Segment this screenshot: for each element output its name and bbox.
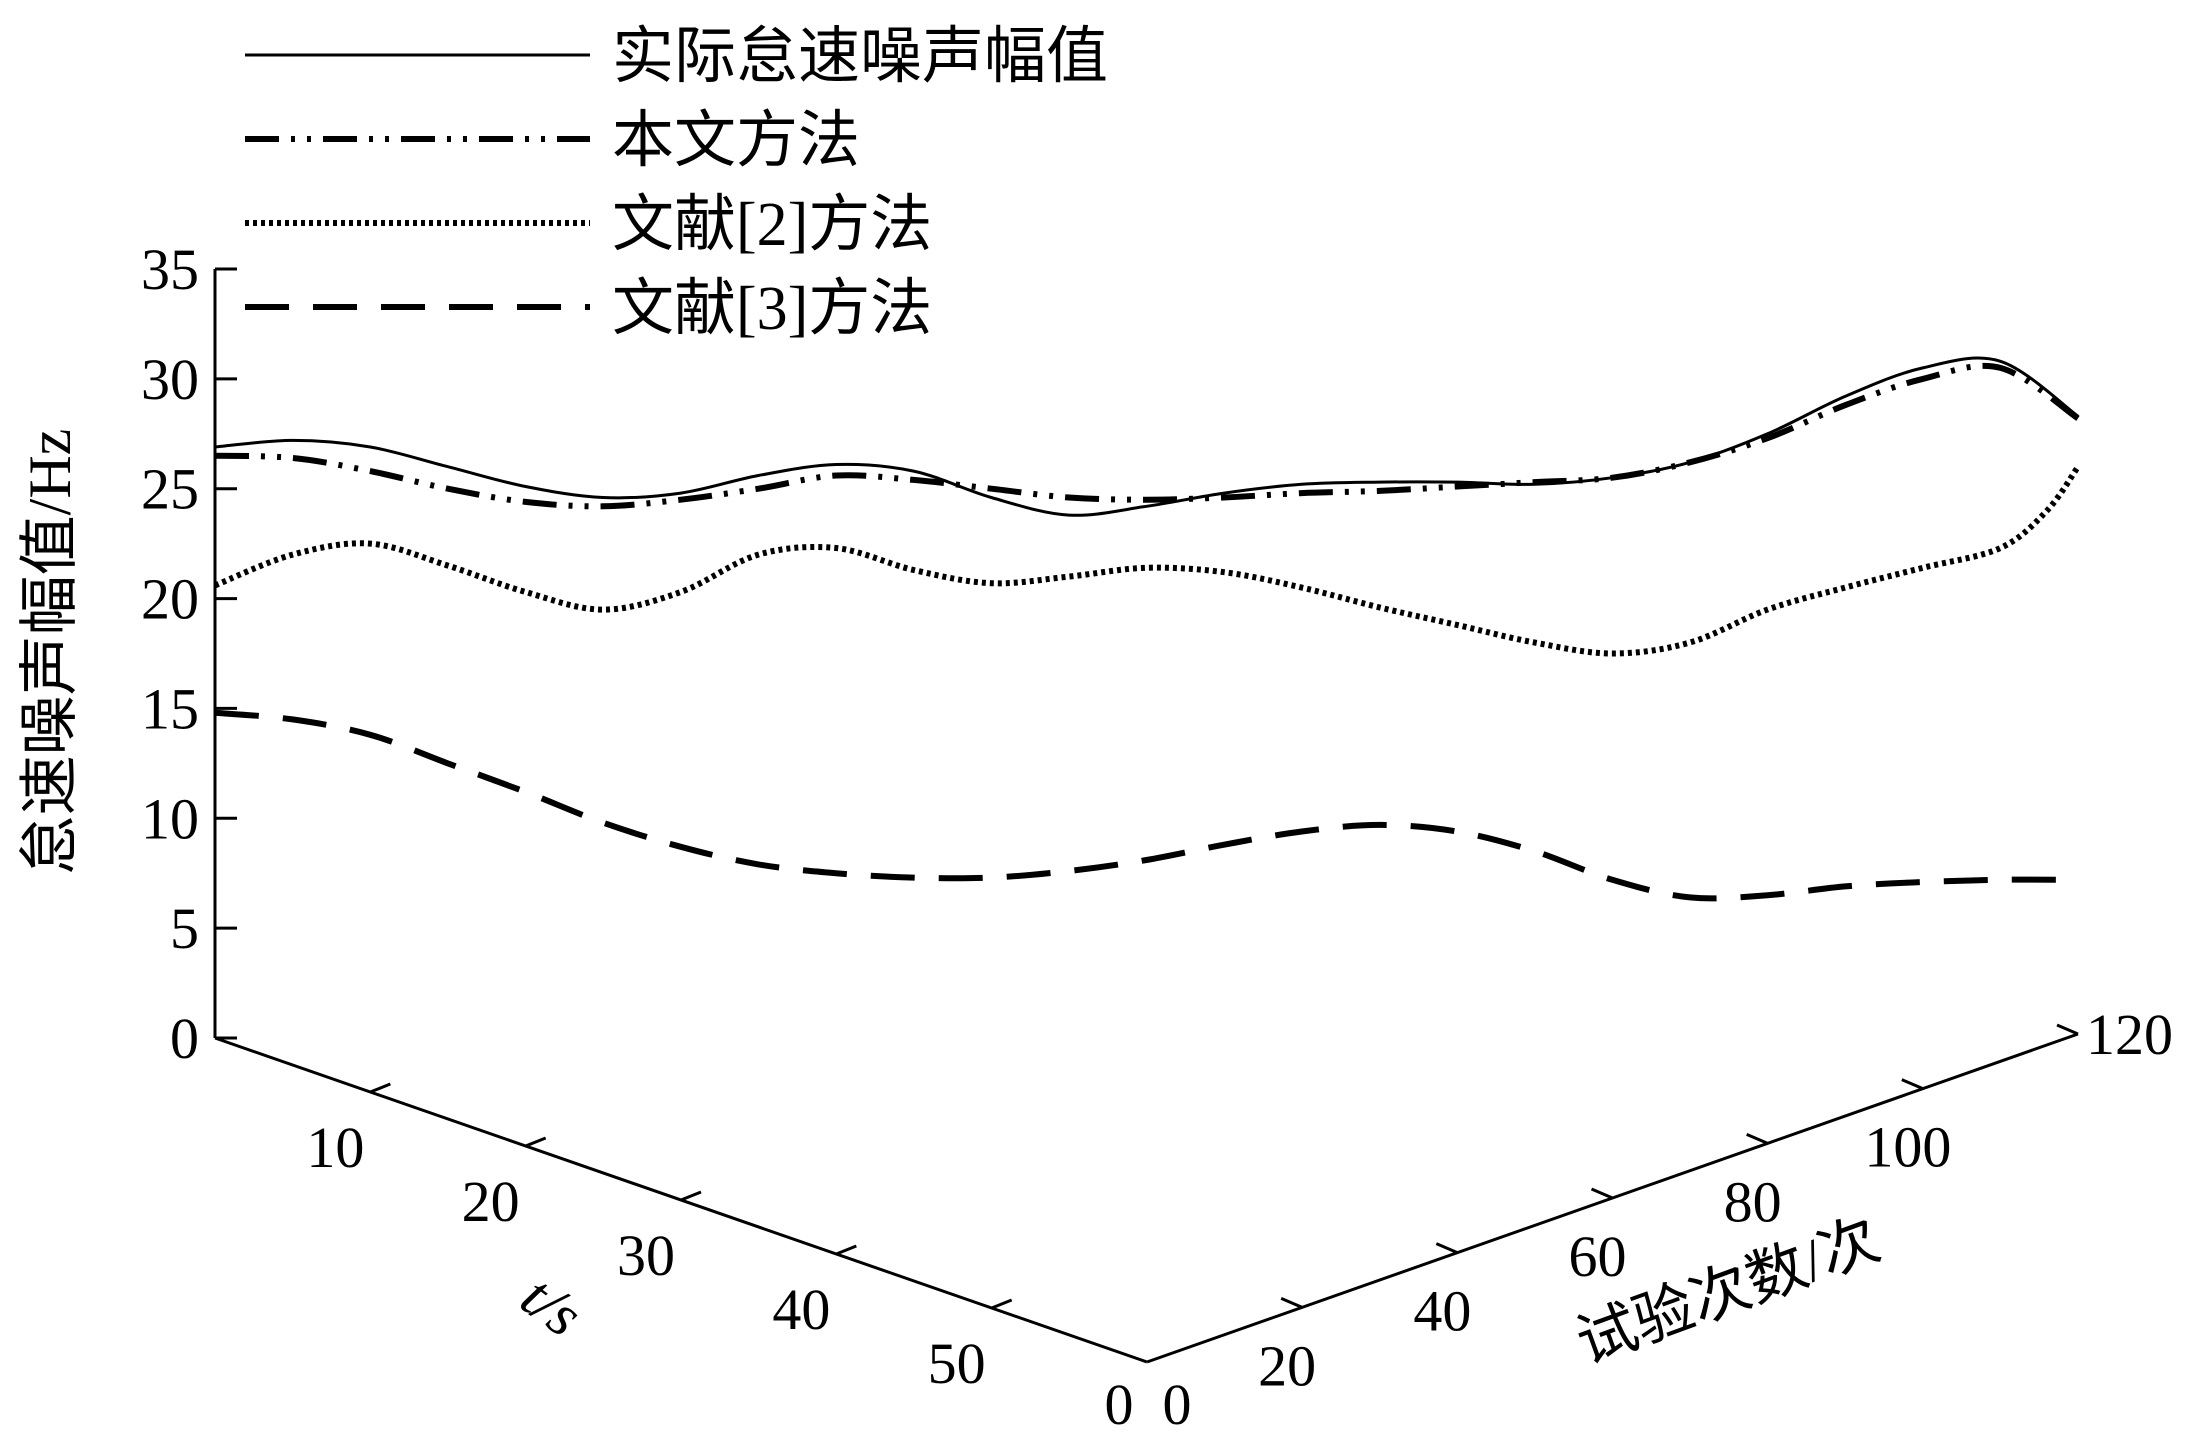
t-tick-mark [991,1298,1013,1310]
tick-labels: 0 5 10 15 20 25 30 35 0 10 20 30 40 50 0 20 40 60 80 100 120 [141,237,2173,1437]
tick-marks [215,267,2079,1310]
y-tick-label: 0 [170,1006,199,1071]
t-tick-label: 30 [617,1223,675,1288]
t-tick-label: 0 [1105,1372,1134,1437]
n-tick-mark [1746,1132,1769,1145]
t-tick-label: 10 [306,1115,364,1180]
t-tick-mark [525,1136,547,1148]
n-tick-mark [1590,1187,1614,1200]
n-tick-label: 120 [2086,1002,2173,1067]
t-tick-mark [369,1082,391,1094]
n-tick-label: 20 [1258,1333,1316,1398]
series-line-1 [214,356,2079,517]
n-tick-label: 60 [1569,1224,1627,1289]
n-tick-label: 80 [1724,1169,1782,1234]
y-tick-label: 10 [141,786,199,851]
n-tick-mark [1901,1078,1924,1091]
y-tick-label: 5 [170,896,199,961]
n-tick-mark [1280,1296,1303,1309]
t-tick-label: 40 [772,1277,830,1342]
series-line-4 [214,709,2079,902]
n-tick-label: 100 [1864,1115,1951,1180]
t-axis-title: t/s [509,1262,594,1349]
n-tick-label: 40 [1413,1279,1471,1344]
t-tick-label: 20 [462,1169,520,1234]
legend-label: 文献[2]方法 [612,191,932,259]
y-tick-label: 30 [141,347,199,412]
t-tick-mark [680,1190,702,1202]
y-axis-title: 怠速噪声幅值/Hz [17,429,83,876]
series-line-2 [214,362,2080,510]
series-lines [213,356,2081,902]
t-tick-label: 50 [928,1331,986,1396]
legend-label: 实际怠速噪声幅值 [612,23,1108,91]
n-tick-mark [1435,1242,1458,1255]
t-tick-mark [835,1244,857,1256]
n-tick-label: 0 [1163,1372,1192,1437]
n-tick-mark [2056,1023,2079,1036]
y-tick-label: 25 [141,457,199,522]
y-tick-label: 15 [141,676,199,741]
series-line-3 [213,464,2081,657]
y-tick-label: 20 [141,567,199,632]
legend-label: 文献[3]方法 [612,275,932,343]
y-tick-label: 35 [141,237,199,302]
legend-label: 本文方法 [612,107,860,175]
